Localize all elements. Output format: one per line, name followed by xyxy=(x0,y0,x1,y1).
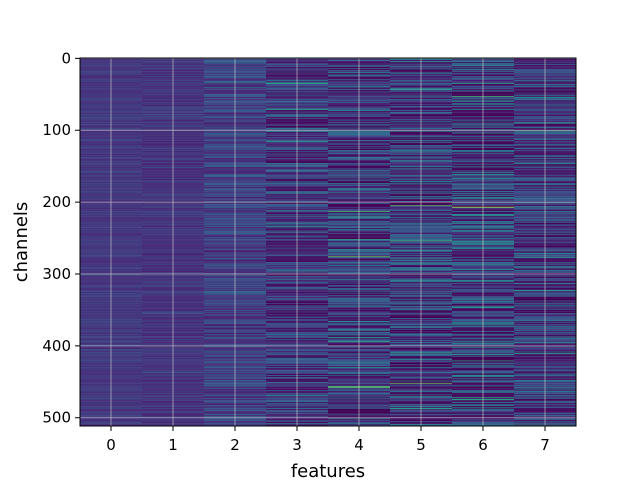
y-tick-label: 500 xyxy=(42,409,71,427)
x-tick-label: 0 xyxy=(106,436,116,454)
x-tick-label: 6 xyxy=(478,436,488,454)
y-tick-label: 100 xyxy=(42,121,71,139)
y-tick-label: 400 xyxy=(42,337,71,355)
x-tick-label: 7 xyxy=(540,436,550,454)
gridlines xyxy=(80,57,576,426)
y-tick-label: 200 xyxy=(42,193,71,211)
x-tick-label: 4 xyxy=(354,436,364,454)
x-axis-label: features xyxy=(291,461,365,480)
plot-frame xyxy=(79,57,577,427)
y-tick-label: 300 xyxy=(42,265,71,283)
y-axis-ticks: 0 100 200 300 400 500 xyxy=(42,49,80,427)
x-tick-label: 2 xyxy=(230,436,240,454)
y-tick-label: 0 xyxy=(61,49,71,67)
heatmap-cells xyxy=(80,58,576,426)
y-axis-label: channels xyxy=(11,202,32,283)
x-tick-label: 1 xyxy=(168,436,178,454)
x-tick-label: 5 xyxy=(416,436,426,454)
x-axis-ticks: 0 1 2 3 4 5 6 7 xyxy=(106,426,550,454)
x-tick-label: 3 xyxy=(292,436,302,454)
